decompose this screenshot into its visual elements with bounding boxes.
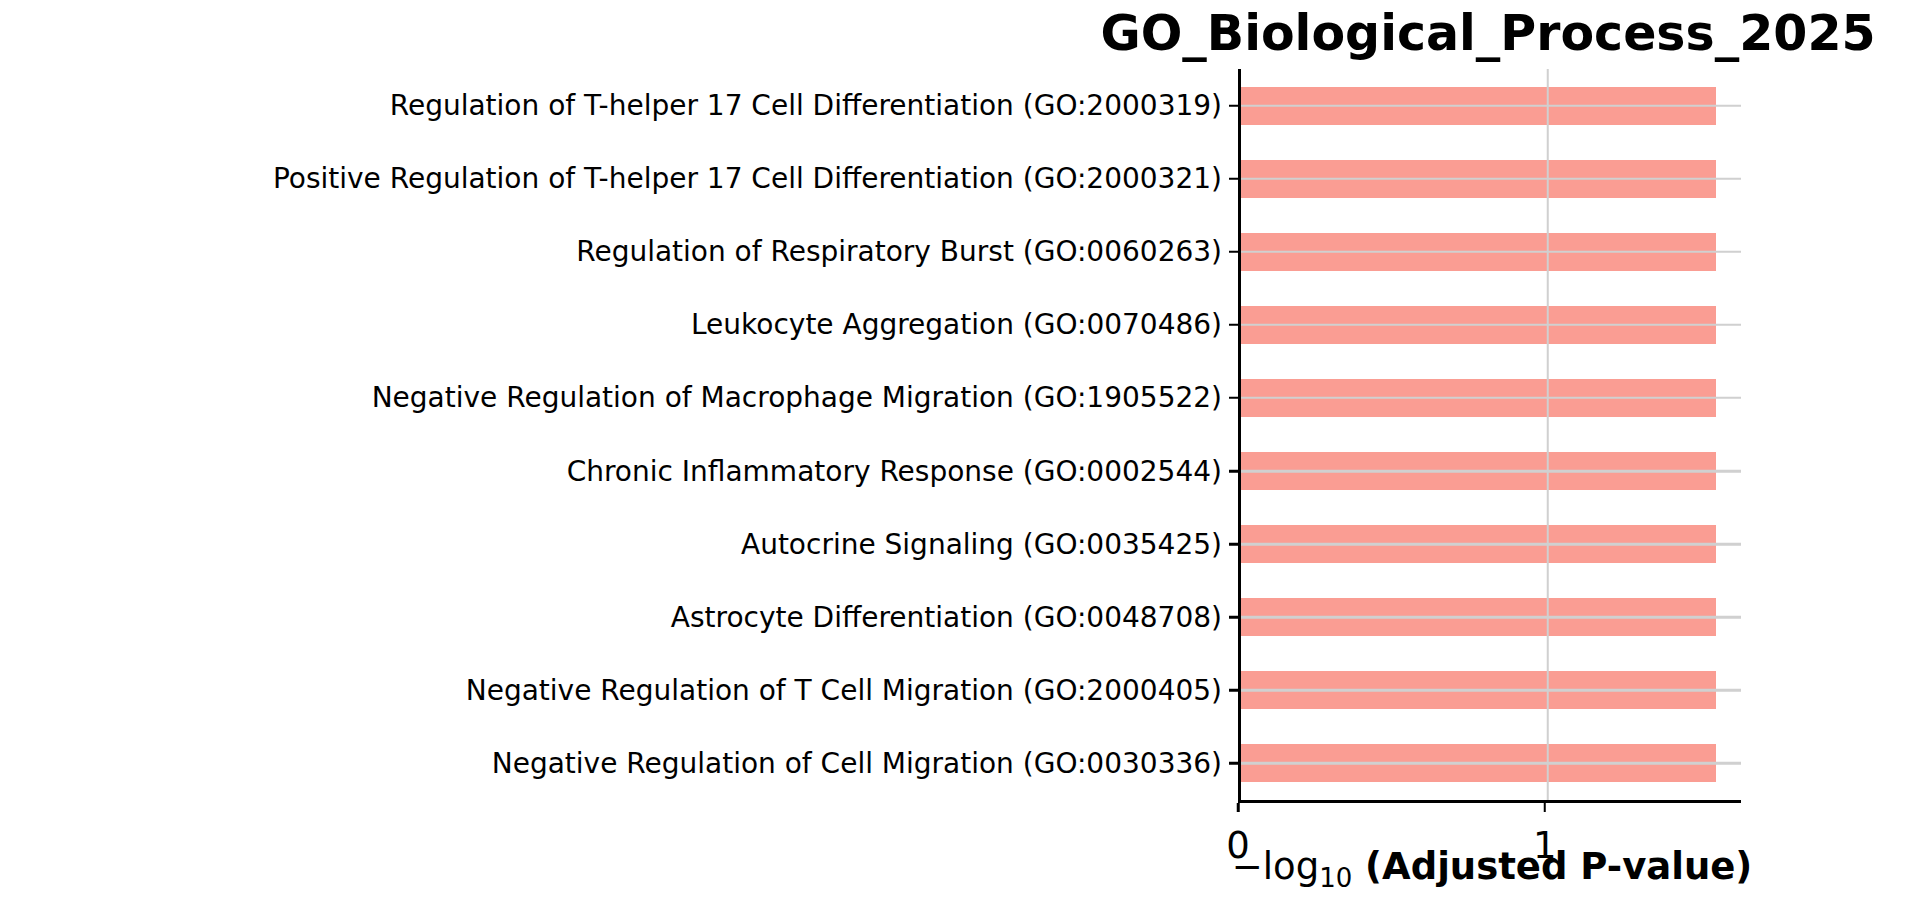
y-tick-mark [1229,689,1238,692]
y-tick-mark [1229,397,1238,400]
x-axis-label-subscript: 10 [1319,863,1352,893]
x-gridline [1546,69,1549,800]
chart-title: GO_Biological_Process_2025 [1100,6,1875,62]
y-category-label: Regulation of T-helper 17 Cell Different… [0,69,1222,142]
x-axis-label-bold: (Adjusted P-value) [1352,845,1752,888]
y-category-label: Negative Regulation of Macrophage Migrat… [0,361,1222,434]
y-category-label: Positive Regulation of T-helper 17 Cell … [0,142,1222,215]
y-gridline [1241,470,1741,473]
y-axis-labels: Regulation of T-helper 17 Cell Different… [0,69,1222,800]
y-category-label: Regulation of Respiratory Burst (GO:0060… [0,215,1222,288]
y-tick-mark [1229,177,1238,180]
y-gridline [1241,324,1741,327]
y-gridline [1241,689,1741,692]
x-axis-label-math: −log [1232,845,1319,888]
y-gridline [1241,177,1741,180]
y-tick-mark [1229,104,1238,107]
y-category-label: Negative Regulation of T Cell Migration … [0,654,1222,727]
y-gridline [1241,762,1741,765]
x-tick-mark [1543,803,1546,812]
figure: GO_Biological_Process_2025 Regulation of… [0,0,1926,912]
y-tick-mark [1229,762,1238,765]
y-tick-mark [1229,543,1238,546]
y-category-label: Chronic Inflammatory Response (GO:000254… [0,435,1222,508]
y-tick-mark [1229,616,1238,619]
x-tick-mark [1237,803,1240,812]
y-tick-mark [1229,250,1238,253]
y-gridline [1241,543,1741,546]
y-category-label: Astrocyte Differentiation (GO:0048708) [0,581,1222,654]
y-tick-mark [1229,470,1238,473]
y-category-label: Autocrine Signaling (GO:0035425) [0,508,1222,581]
y-gridline [1241,104,1741,107]
y-tick-mark [1229,324,1238,327]
x-axis-label: −log10 (Adjusted P-value) [1232,845,1753,889]
y-gridline [1241,616,1741,619]
y-gridline [1241,397,1741,400]
y-category-label: Negative Regulation of Cell Migration (G… [0,727,1222,800]
y-category-label: Leukocyte Aggregation (GO:0070486) [0,288,1222,361]
y-gridline [1241,250,1741,253]
